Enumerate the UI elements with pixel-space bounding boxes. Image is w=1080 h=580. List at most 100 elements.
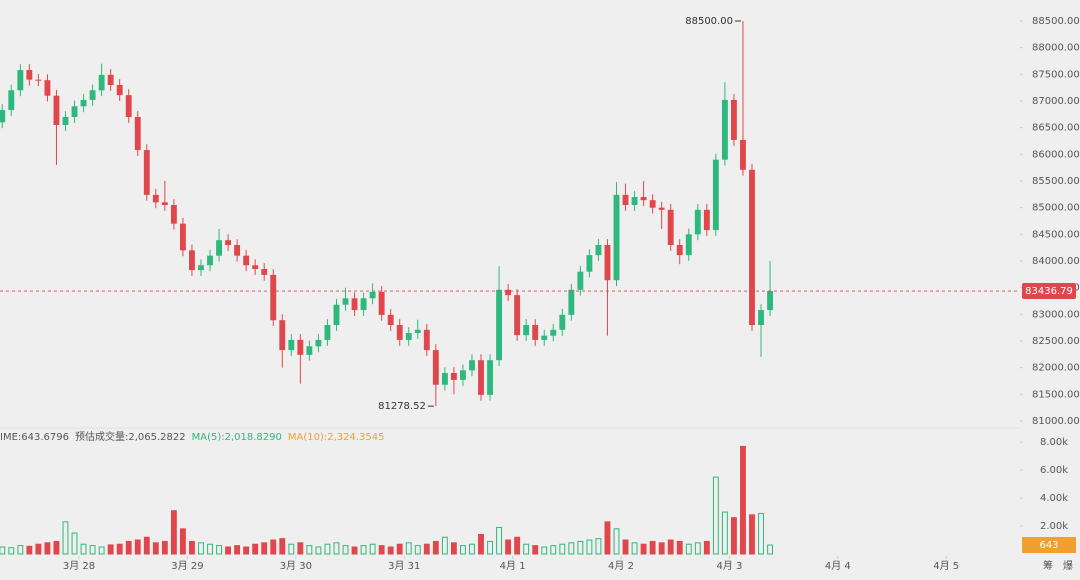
candle-body [613,194,620,281]
y-tick-label: 86000.00 [1032,149,1080,160]
y-tick-label: 82000.00 [1032,363,1080,374]
volume-legend-item: MA(5):2,018.8290 [192,432,282,443]
volume-bar [541,546,548,555]
candle-body [767,291,773,311]
volume-bar [631,542,638,555]
volume-bar [152,542,159,555]
candle-body [631,197,638,205]
candle-body [125,95,132,117]
candle-body [640,197,647,201]
volume-bar [252,543,259,555]
y-tick-label: 86500.00 [1032,123,1080,134]
candle-body [198,265,204,271]
volume-bar [351,546,358,555]
volume-bar [17,545,24,555]
candle-body [288,339,295,351]
volume-bar [98,546,105,555]
volume-bar [261,542,268,555]
candle-body [306,346,313,355]
candle-body [523,325,530,336]
candle-body [378,291,385,315]
candle-body [712,159,719,231]
candle-body [604,245,611,281]
volume-bar [604,521,611,555]
volume-bar [667,539,674,555]
volume-bar [189,540,195,555]
toolbar-button[interactable]: 筹 [1043,559,1053,572]
candle-body [622,194,629,205]
candle-body [667,209,674,245]
y-tick-label: 88000.00 [1032,43,1080,54]
candle-body [450,373,457,380]
volume-bar [568,542,575,555]
volume-bar [170,510,177,555]
volume-bar [550,545,557,555]
x-tick-label: 4月 1 [500,560,526,572]
candle-body [342,298,349,305]
y-tick-label: 85000.00 [1032,203,1080,214]
volume-bar [523,543,530,555]
volume-bar [712,476,719,555]
candle-body [116,85,123,96]
volume-bar [179,528,186,555]
volume-bar [333,542,340,555]
volume-bar [369,543,376,555]
candle-body [577,271,584,290]
volume-bar [207,543,213,555]
candle-body [496,289,503,361]
candle-body [685,234,692,256]
candle-body [152,194,159,203]
y2-tick-label: 4.00k [1040,493,1068,504]
candle-body [17,70,24,91]
candle-body [333,304,340,325]
volume-bar [216,545,222,555]
volume-bar [559,543,566,555]
candle-body [387,314,394,325]
toolbar-button[interactable]: 爆 [1063,560,1073,572]
x-tick-label: 4月 5 [933,560,959,572]
candle-body [80,99,87,107]
x-tick-label: 3月 28 [63,560,95,572]
y2-tick-label: 8.00k [1040,437,1068,448]
volume-bar [80,543,87,555]
candle-body [396,325,403,340]
volume-bar [44,542,51,555]
y2-tick-label: 2.00k [1040,521,1068,532]
candle-body [0,110,6,123]
volume-bar [315,546,322,555]
candle-body [189,250,195,271]
candle-body [35,79,42,81]
candle-body [98,74,105,91]
y-tick-label: 87000.00 [1032,96,1080,107]
low-label: 81278.52 [378,401,426,412]
candle-body [676,245,683,256]
candle-body [225,240,232,245]
volume-bar [640,543,647,555]
candle-body [279,320,286,351]
high-label: 88500.00 [685,16,733,27]
volume-bar [622,539,629,555]
y-tick-label: 81000.00 [1032,416,1080,427]
candle-body [89,90,96,100]
volume-bar [613,528,620,555]
y-tick-label: 83000.00 [1032,309,1080,320]
candle-body [26,70,33,80]
candle-body [161,202,168,205]
volume-bar [297,542,304,555]
candle-body [207,255,213,266]
volume-bar [306,545,313,555]
candle-body [758,310,764,325]
volume-bar [89,545,96,555]
volume-bar [396,543,403,555]
last-price-label: 83436.79 [1025,286,1073,297]
x-tick-label: 3月 31 [388,560,420,572]
volume-bar [758,512,764,555]
y-tick-label: 82500.00 [1032,336,1080,347]
volume-bar [676,540,683,555]
volume-bar [487,540,493,555]
volume-bar [577,540,584,555]
candle-body [721,99,728,160]
volume-bar [432,540,439,555]
